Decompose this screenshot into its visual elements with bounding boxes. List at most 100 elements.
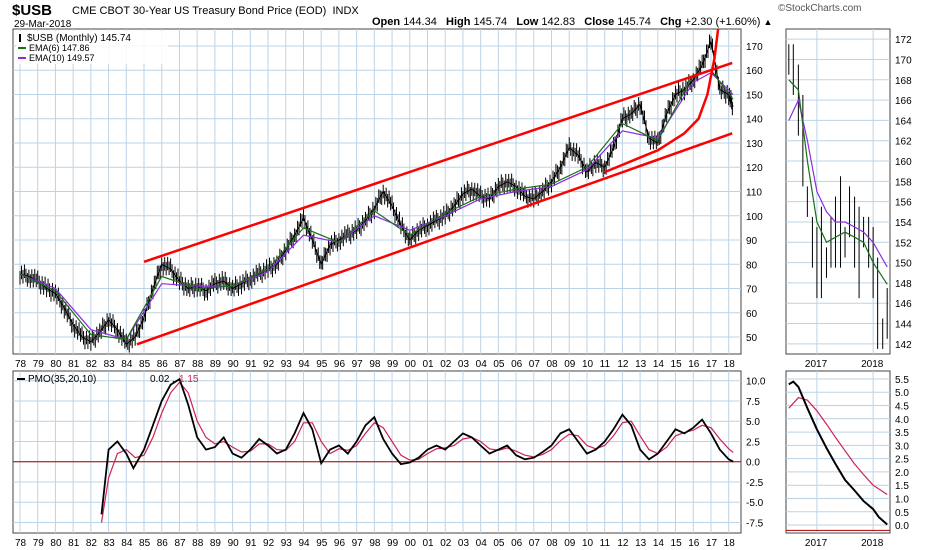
pmo-x-tick: 08	[547, 538, 559, 549]
price-x-tick: 82	[86, 359, 98, 370]
price-x-tick: 90	[228, 359, 240, 370]
pside-y-tick: 4.0	[895, 415, 909, 426]
side-y-tick: 164	[895, 116, 912, 127]
price-x-tick: 96	[334, 359, 346, 370]
price-x-tick: 79	[33, 359, 45, 370]
stockcharts-logo: ©StockCharts.com	[778, 3, 862, 14]
pmo-x-tick: 97	[352, 538, 364, 549]
symbol-title: $USB	[12, 2, 53, 19]
pmo-x-tick: 94	[298, 538, 310, 549]
price-x-tick: 91	[245, 359, 257, 370]
price-x-tick: 94	[298, 359, 310, 370]
side-x-tick: 2018	[861, 359, 884, 370]
pmo-x-tick: 81	[68, 538, 80, 549]
low-label: Low	[516, 16, 539, 28]
pside-y-tick: 3.5	[895, 428, 909, 439]
pmo-x-tick: 10	[582, 538, 594, 549]
price-x-tick: 04	[476, 359, 488, 370]
channel-upper-line	[143, 61, 733, 264]
price-x-tick: 15	[671, 359, 683, 370]
price-x-tick: 00	[405, 359, 417, 370]
chg-label: Chg	[660, 16, 682, 28]
pside-y-tick: 0.0	[895, 521, 909, 532]
instrument-fullname: CME CBOT 30-Year US Treasury Bond Price …	[72, 5, 327, 17]
pmo-line	[100, 377, 734, 515]
channel-lower-line	[136, 132, 733, 346]
price-x-tick: 85	[139, 359, 151, 370]
high-value: 145.74	[473, 16, 508, 28]
price-y-tick: 110	[746, 188, 762, 199]
pside-x-tick: 2017	[805, 538, 828, 549]
pmo-x-tick: 79	[33, 538, 45, 549]
pmo-x-tick: 04	[476, 538, 488, 549]
legend-box	[16, 31, 168, 64]
side-y-tick: 156	[895, 198, 912, 209]
price-y-tick: 120	[746, 163, 763, 174]
price-y-tick: 50	[746, 333, 758, 344]
pside-x-tick: 2018	[861, 538, 884, 549]
pmo-legend-signal-value: 1.15	[179, 374, 199, 385]
open-label: Open	[372, 16, 401, 28]
price-x-tick: 95	[316, 359, 328, 370]
legend-ema6-label: EMA(6) 147.86	[29, 43, 90, 53]
side-y-tick: 146	[895, 299, 912, 310]
price-x-tick: 92	[263, 359, 275, 370]
pmo-y-tick: 10.0	[746, 377, 766, 388]
low-value: 142.83	[541, 16, 576, 28]
pmo-x-tick: 12	[617, 538, 629, 549]
pmo-x-tick: 84	[121, 538, 133, 549]
price-x-tick: 09	[564, 359, 576, 370]
pside-y-tick: 0.5	[895, 508, 909, 519]
expand-triangle-icon[interactable]: ▲	[763, 17, 773, 27]
pside-y-tick: 3.0	[895, 441, 909, 452]
parabolic-curve	[604, 28, 720, 174]
pmo-signal-line	[100, 381, 734, 523]
pmo-legend-label: PMO(35,20,10)	[28, 374, 96, 385]
pmo-x-tick: 17	[706, 538, 718, 549]
price-x-tick: 89	[210, 359, 222, 370]
pmo-x-tick: 14	[653, 538, 665, 549]
side-y-tick: 170	[895, 55, 912, 66]
close-value: 145.74	[617, 16, 651, 28]
instrument-name: CME CBOT 30-Year US Treasury Bond Price …	[72, 5, 359, 17]
side-ema6-line	[788, 79, 888, 285]
price-x-tick: 83	[104, 359, 116, 370]
pmo-x-tick: 83	[104, 538, 116, 549]
legend-symbol-label: $USB (Monthly) 145.74	[27, 33, 131, 44]
pmo-x-tick: 11	[600, 538, 611, 549]
pmo-x-tick: 02	[440, 538, 452, 549]
pmo-x-tick: 88	[192, 538, 204, 549]
price-x-tick: 18	[724, 359, 736, 370]
quote-line: Open 144.34 High 145.74 Low 142.83 Close…	[372, 16, 772, 28]
pside-y-tick: 2.5	[895, 455, 909, 466]
pmo-x-tick: 82	[86, 538, 98, 549]
price-y-tick: 150	[746, 90, 763, 101]
pmo-y-tick: 5.0	[746, 417, 760, 428]
pmo-y-tick: -2.5	[746, 478, 764, 489]
price-y-tick: 130	[746, 139, 763, 150]
side-y-tick: 172	[895, 35, 912, 46]
price-y-tick: 140	[746, 115, 763, 126]
price-x-tick: 16	[688, 359, 700, 370]
price-x-tick: 78	[15, 359, 27, 370]
pside-y-tick: 2.0	[895, 468, 909, 479]
high-label: High	[446, 16, 471, 28]
price-x-tick: 14	[653, 359, 665, 370]
side-y-tick: 144	[895, 320, 912, 331]
price-y-tick: 100	[746, 212, 763, 223]
price-x-tick: 88	[192, 359, 204, 370]
pmo-x-tick: 03	[458, 538, 470, 549]
pmo-x-tick: 92	[263, 538, 275, 549]
price-x-tick: 13	[635, 359, 647, 370]
chg-value: +2.30 (+1.60%)	[684, 16, 761, 28]
pmo-x-tick: 90	[228, 538, 240, 549]
pmo-x-tick: 93	[281, 538, 293, 549]
pmo-legend-sep: ,	[172, 374, 175, 385]
price-x-tick: 17	[706, 359, 718, 370]
pmo-x-tick: 05	[493, 538, 505, 549]
side-y-tick: 158	[895, 177, 912, 188]
pmo-y-tick: -5.0	[746, 498, 764, 509]
price-x-tick: 05	[493, 359, 505, 370]
